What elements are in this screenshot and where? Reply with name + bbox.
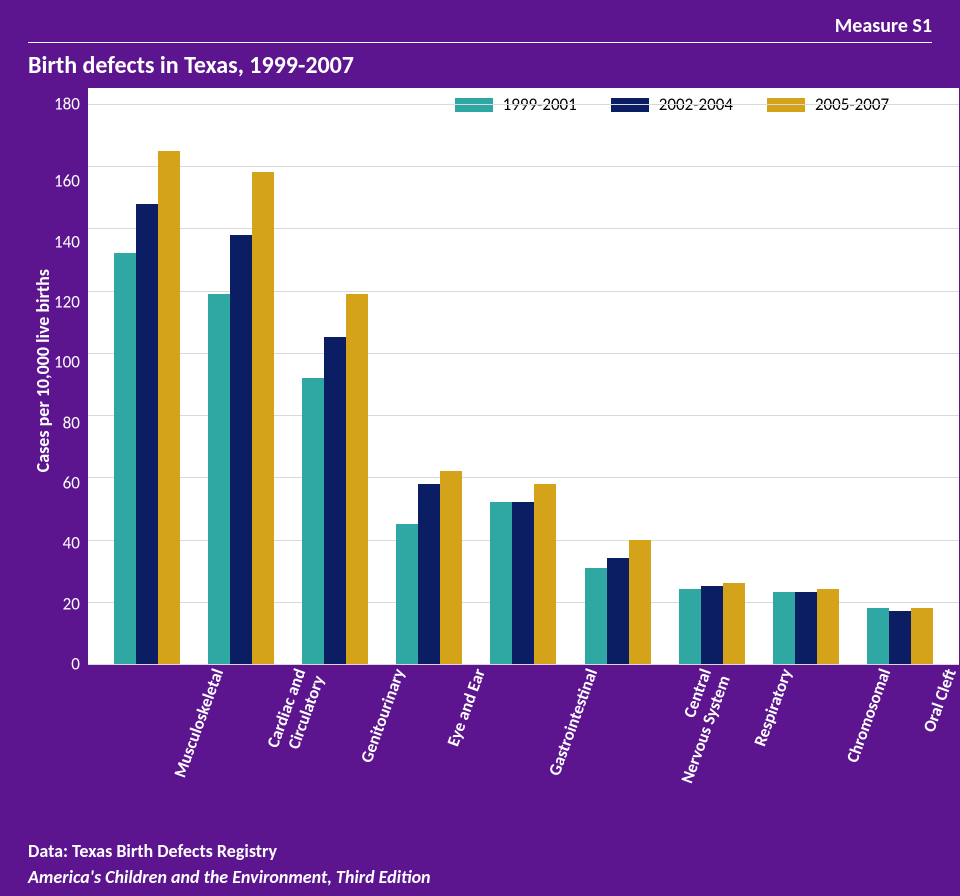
bar: [817, 589, 839, 664]
x-label-cell: Central Nervous System: [589, 670, 702, 834]
bar-group: [665, 104, 759, 664]
y-tick: 0: [71, 655, 80, 672]
x-axis-labels: MusculoskeletalCardiac and CirculatoryGe…: [88, 664, 959, 834]
bar-group: [194, 104, 288, 664]
bar-group: [853, 104, 947, 664]
chart-title: Birth defects in Texas, 1999-2007: [28, 51, 932, 80]
bar: [679, 589, 701, 664]
y-axis-ticks: 180160140120100806040200: [54, 104, 88, 664]
plot-column: 1999-20012002-20042005-2007 Musculoskele…: [88, 88, 959, 834]
plot-area: 1999-20012002-20042005-2007: [88, 88, 959, 664]
bar: [795, 592, 817, 664]
y-tick: 20: [63, 595, 80, 612]
bar: [230, 235, 252, 664]
bar-group: [476, 104, 570, 664]
header-bar: Measure S1: [28, 14, 932, 43]
bar: [534, 484, 556, 664]
bar: [585, 568, 607, 664]
bar: [418, 484, 440, 664]
bar-group: [288, 104, 382, 664]
chart-frame: Measure S1 Birth defects in Texas, 1999-…: [0, 0, 960, 896]
bar: [512, 502, 534, 664]
bar: [911, 608, 933, 664]
y-tick: 160: [54, 173, 80, 190]
plot-wrap: Cases per 10,000 live births 180 160 140 12…: [28, 88, 932, 834]
bar: [889, 611, 911, 664]
bar: [208, 294, 230, 664]
measure-label: Measure S1: [835, 14, 932, 38]
y-tick: 120: [54, 293, 80, 310]
x-label-cell: Eye and Ear: [395, 670, 476, 834]
bar: [346, 294, 368, 664]
bar: [607, 558, 629, 664]
bar: [723, 583, 745, 664]
bar: [629, 540, 651, 664]
y-tick: 40: [63, 535, 80, 552]
bar-groups: [88, 104, 959, 664]
bar: [302, 378, 324, 664]
bar: [490, 502, 512, 664]
bar: [773, 592, 795, 664]
y-axis-title: Cases per 10,000 live births: [28, 269, 54, 472]
x-label-cell: Musculoskeletal: [100, 670, 214, 834]
bar: [114, 253, 136, 664]
bar-group: [759, 104, 853, 664]
x-label-cell: Gastrointestinal: [476, 670, 588, 834]
bar: [158, 151, 180, 664]
bar: [701, 586, 723, 664]
publication: America's Children and the Environment, …: [28, 866, 932, 888]
bar: [324, 337, 346, 664]
bar: [396, 524, 418, 664]
x-label-cell: Chromosomal: [783, 670, 881, 834]
x-label-cell: Oral Cleft: [881, 670, 947, 834]
bar-group: [571, 104, 665, 664]
data-source: Data: Texas Birth Defects Registry: [28, 840, 932, 862]
y-tick: 80: [63, 414, 80, 431]
bar: [252, 172, 274, 664]
bar: [136, 204, 158, 664]
y-tick: 60: [63, 474, 80, 491]
bar: [440, 471, 462, 664]
y-tick: 180: [54, 96, 80, 113]
bar-group: [100, 104, 194, 664]
bar: [867, 608, 889, 664]
footer: Data: Texas Birth Defects Registry Ameri…: [28, 834, 932, 888]
x-label-cell: Cardiac and Circulatory: [214, 670, 297, 834]
bar-group: [382, 104, 476, 664]
y-tick: 100: [54, 354, 80, 371]
x-axis-label: Oral Cleft: [920, 666, 960, 735]
y-tick: 140: [54, 233, 80, 250]
gridline: [88, 664, 959, 665]
